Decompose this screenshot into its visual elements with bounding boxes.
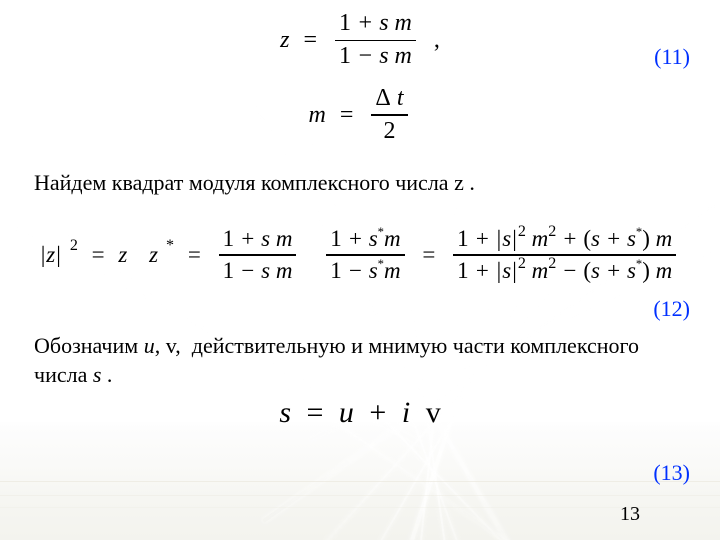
text-span: Обозначим	[34, 333, 144, 358]
slide-content: z= 1 + s m 1 − s m , m= Δ t 2 (11) Найде…	[0, 0, 720, 540]
text-paragraph-1: Найдем квадрат модуля комплексного числа…	[34, 169, 686, 198]
text-paragraph-2: Обозначим u, v, действительную и мнимую …	[34, 332, 686, 389]
equation-13: s=u+iv	[279, 396, 440, 430]
text-italic-s: s	[93, 362, 102, 387]
equation-number-12: (12)	[653, 296, 690, 322]
text-italic-u: u	[144, 333, 155, 358]
equation-11a: z= 1 + s m 1 − s m ,	[280, 10, 440, 71]
equation-block-11: z= 1 + s m 1 − s m , m= Δ t 2	[34, 10, 686, 145]
equation-block-13: s=u+iv	[34, 396, 686, 430]
page-number: 13	[620, 503, 640, 526]
slide: z= 1 + s m 1 − s m , m= Δ t 2 (11) Найде…	[0, 0, 720, 540]
equation-block-12: z2 = zz* = 1 + sm 1 − sm 1 + s*m 1 − s*m…	[34, 226, 686, 284]
equation-11b: m= Δ t 2	[309, 85, 412, 146]
equation-12: z2 = zz* = 1 + sm 1 − sm 1 + s*m 1 − s*m…	[40, 226, 681, 284]
equation-number-13: (13)	[653, 460, 690, 486]
text-span: .	[107, 362, 113, 387]
text-span: , v,	[155, 333, 187, 358]
equation-number-11: (11)	[654, 44, 690, 70]
